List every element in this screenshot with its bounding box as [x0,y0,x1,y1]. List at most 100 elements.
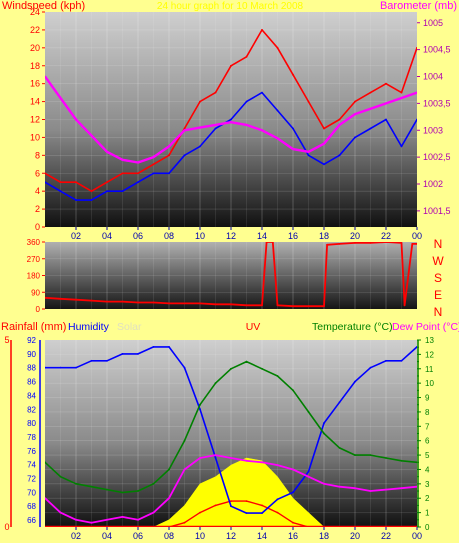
compass-label: N [434,305,443,319]
humidity-tick-label: 92 [27,336,36,345]
barometer-tick-label: 1003 [423,125,443,135]
barometer-line-point [75,118,77,121]
barometer-line-point [338,124,341,126]
barometer-axis-label: Barometer (mb) [380,0,457,12]
x-tick-label: 10 [195,231,205,241]
temperature-line-point [338,447,341,449]
wind-direction-line-point [265,242,268,243]
temperature-line-point [199,403,201,406]
humidity-line-point [137,353,139,355]
x-tick-label: 12 [226,531,236,541]
humidity-tick-label: 66 [27,516,36,525]
x-tick-label: 18 [319,231,329,241]
barometer-line-point [385,102,387,105]
wind-average-line-point [168,172,170,175]
uv-line-point [230,500,232,502]
temperature-line-point [121,491,124,494]
humidity-tick-label: 68 [27,502,36,511]
x-tick-label: 14 [257,531,267,541]
wind-direction-line-point [307,305,310,308]
barometer-y-ticks: 1001,5 1002 1002,5 1003 1003,5 1004 1004,5 1005 [417,18,451,216]
barometer-line-point [416,91,417,94]
wind-direction-line-point [276,304,279,307]
dewpoint-line-point [214,454,217,456]
temperature-line-point [90,485,93,488]
humidity-line-point [121,353,124,355]
barometer-line-point [323,142,325,145]
rainfall-axis-label: Rainfall (mm) [1,321,66,333]
humidity-tick-label: 82 [27,405,36,414]
wind-tick-label: 16 [30,79,40,89]
dewpoint-line-point [183,468,186,471]
direction-series [45,242,417,308]
temperature-line-point [369,454,372,456]
temperature-tick-label: 5 [425,451,430,460]
wind-average-line-point [416,118,417,121]
temperature-tick-label: 9 [425,394,430,403]
wind-tick-label: 4 [35,186,40,196]
wind-direction-line-point [90,299,93,302]
humidity-tick-label: 74 [27,461,36,470]
direction-tick-label: 360 [27,238,41,247]
temperature-tick-label: 7 [425,422,430,431]
uv-line-point [276,511,279,514]
direction-y-ticks: 0 90 180 270 360 [27,238,45,314]
direction-plot-area [45,242,417,309]
rain-tick-label: 0 [4,522,9,532]
x-tick-label: 20 [350,231,360,241]
barometer-line-point [230,121,232,124]
barometer-tick-label: 1002,5 [423,152,451,162]
temperature-line-point [323,432,325,435]
humidity-line-point [323,422,325,424]
dewpoint-line-point [307,475,310,478]
wind-series [45,29,417,202]
dewpoint-line-point [338,485,341,488]
wind-direction-line-point [354,242,356,244]
dewpoint-line-point [59,511,62,514]
barometer-tick-label: 1004,5 [423,45,451,55]
direction-grid [45,242,417,309]
wind-gust-line-point [400,91,403,94]
humidity-tick-label: 76 [27,447,36,456]
temperature-tick-label: 13 [425,336,434,345]
wind-tick-label: 22 [30,25,40,35]
wind-gust-line-point [121,172,124,175]
wind-direction-line-point [230,303,232,306]
dewpoint-line-point [323,482,325,485]
wind-direction-line-point [403,304,406,307]
temperature-tick-label: 3 [425,480,430,489]
wind-tick-label: 14 [30,97,40,107]
humidity-tick-label: 84 [27,391,36,400]
wind-direction-line-point [292,305,294,308]
rainfall-line-point [416,526,417,527]
humidity-line-point [230,505,232,508]
humidity-line-point [400,359,403,362]
wind-gust-line-point [214,91,217,94]
humidity-tick-label: 78 [27,433,36,442]
wind-direction-line-point [106,300,108,303]
compass-label: N [434,237,443,251]
legend-label: Solar [117,321,142,333]
dewpoint-line-point [292,468,294,471]
uv-line-point [214,504,217,507]
barometer-line-point [121,158,124,161]
wind-gust-line-point [199,100,201,103]
climate-legend: Humidity Solar UV Temperature (°C) Dew Point… [68,321,459,333]
wind-average-line-point [369,127,372,130]
wind-direction-line-point [183,302,186,305]
x-tick-label: 02 [71,531,81,541]
wind-axis-label: Windspeed (kph) [2,0,85,12]
humidity-tick-label: 88 [27,364,36,373]
temperature-line-point [106,488,108,491]
wind-direction-line-point [137,301,139,304]
humidity-line-point [152,346,155,348]
wind-average-line-point [245,100,248,103]
wind-average-line-point [323,163,325,166]
rain-tick-label: 5 [4,335,9,345]
wind-average-line-point [121,190,124,193]
x-tick-label: 06 [133,231,143,241]
wind-average-line-point [106,190,108,193]
wind-tick-label: 12 [30,115,40,125]
wind-gust-line-point [292,73,294,76]
